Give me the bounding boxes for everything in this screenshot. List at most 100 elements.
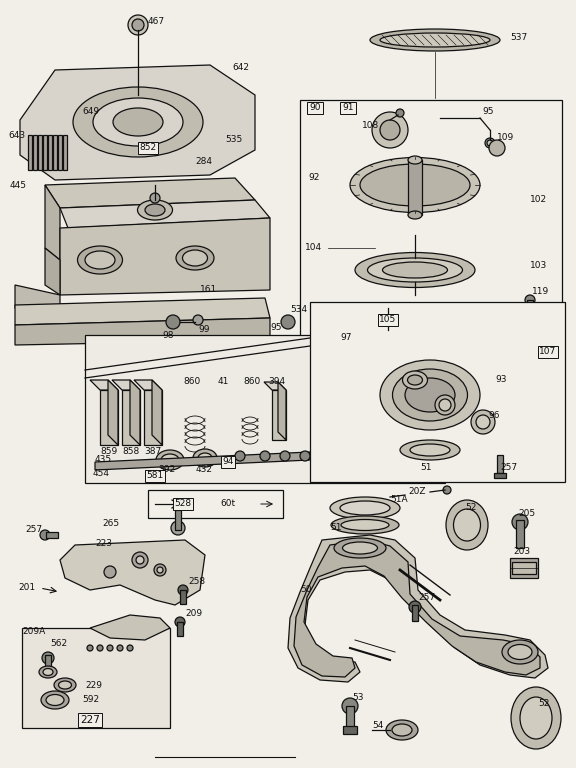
Bar — [408, 160, 422, 215]
Text: 94: 94 — [222, 458, 234, 466]
Text: 161: 161 — [200, 286, 217, 294]
Polygon shape — [45, 178, 255, 208]
Circle shape — [409, 601, 421, 613]
Circle shape — [87, 645, 93, 651]
Polygon shape — [122, 390, 140, 445]
Ellipse shape — [183, 250, 207, 266]
Bar — [43, 135, 47, 170]
Text: 257: 257 — [418, 594, 435, 603]
Text: 209A: 209A — [22, 627, 46, 637]
Polygon shape — [100, 390, 118, 445]
Circle shape — [104, 566, 116, 578]
Circle shape — [396, 109, 404, 117]
Ellipse shape — [161, 454, 179, 466]
Ellipse shape — [330, 497, 400, 519]
Bar — [180, 590, 186, 604]
Ellipse shape — [386, 720, 418, 740]
Bar — [516, 520, 524, 548]
Text: 265: 265 — [102, 519, 119, 528]
Ellipse shape — [331, 516, 399, 534]
Ellipse shape — [138, 200, 172, 220]
Text: 20Z: 20Z — [408, 488, 426, 496]
Bar — [527, 300, 533, 312]
Text: 852: 852 — [139, 144, 157, 153]
Polygon shape — [90, 615, 170, 640]
Polygon shape — [20, 65, 255, 180]
Text: 50: 50 — [300, 585, 312, 594]
Ellipse shape — [367, 258, 463, 282]
Text: 387: 387 — [144, 448, 161, 456]
Circle shape — [178, 585, 188, 595]
Text: 649: 649 — [82, 108, 99, 117]
Text: 258: 258 — [188, 578, 205, 587]
Polygon shape — [134, 380, 162, 390]
Ellipse shape — [453, 509, 480, 541]
Text: 109: 109 — [497, 134, 514, 143]
Circle shape — [175, 617, 185, 627]
Circle shape — [154, 564, 166, 576]
Circle shape — [471, 410, 495, 434]
Ellipse shape — [382, 262, 448, 278]
Polygon shape — [45, 248, 60, 295]
Ellipse shape — [508, 644, 532, 660]
Bar — [45, 655, 51, 675]
Circle shape — [132, 19, 144, 31]
Text: 108: 108 — [362, 121, 379, 130]
Text: 257: 257 — [25, 525, 42, 535]
Ellipse shape — [113, 108, 163, 136]
Ellipse shape — [156, 450, 184, 470]
Polygon shape — [144, 390, 162, 445]
Text: 209: 209 — [185, 610, 202, 618]
Circle shape — [380, 120, 400, 140]
Polygon shape — [15, 298, 270, 325]
Ellipse shape — [176, 246, 214, 270]
Text: 91: 91 — [342, 104, 354, 112]
Circle shape — [435, 395, 455, 415]
Circle shape — [512, 514, 528, 530]
Ellipse shape — [350, 157, 480, 213]
Polygon shape — [152, 380, 162, 445]
Polygon shape — [60, 200, 270, 228]
Text: 105: 105 — [380, 316, 397, 325]
Ellipse shape — [41, 691, 69, 709]
Polygon shape — [60, 540, 205, 605]
Circle shape — [132, 552, 148, 568]
Text: 394: 394 — [268, 378, 285, 386]
Ellipse shape — [39, 666, 57, 678]
Text: 98: 98 — [162, 332, 173, 340]
Circle shape — [235, 451, 245, 461]
Text: 53: 53 — [352, 694, 363, 703]
Text: 205: 205 — [518, 508, 535, 518]
Bar — [48, 135, 52, 170]
Text: 227: 227 — [80, 715, 100, 725]
Text: 93: 93 — [495, 376, 506, 385]
Text: 860: 860 — [183, 378, 200, 386]
Bar — [53, 135, 57, 170]
Ellipse shape — [410, 444, 450, 456]
Ellipse shape — [403, 371, 427, 389]
Ellipse shape — [520, 697, 552, 739]
Ellipse shape — [380, 360, 480, 430]
Polygon shape — [60, 218, 270, 295]
Text: 54: 54 — [372, 721, 384, 730]
Text: 201: 201 — [18, 584, 35, 592]
Bar — [494, 473, 506, 478]
Polygon shape — [288, 535, 548, 682]
Ellipse shape — [400, 440, 460, 460]
Bar — [175, 510, 181, 530]
Text: 60t: 60t — [220, 499, 235, 508]
Bar — [148, 490, 283, 518]
Circle shape — [42, 652, 54, 664]
Text: 467: 467 — [148, 18, 165, 27]
Ellipse shape — [360, 164, 470, 206]
Text: 95: 95 — [482, 108, 494, 117]
Polygon shape — [108, 380, 118, 445]
Circle shape — [150, 193, 160, 203]
Text: 107: 107 — [539, 347, 556, 356]
Text: 103: 103 — [530, 260, 547, 270]
Polygon shape — [130, 380, 140, 445]
Bar — [384, 312, 392, 322]
Polygon shape — [112, 380, 140, 390]
Text: 432: 432 — [196, 465, 213, 475]
Ellipse shape — [85, 251, 115, 269]
